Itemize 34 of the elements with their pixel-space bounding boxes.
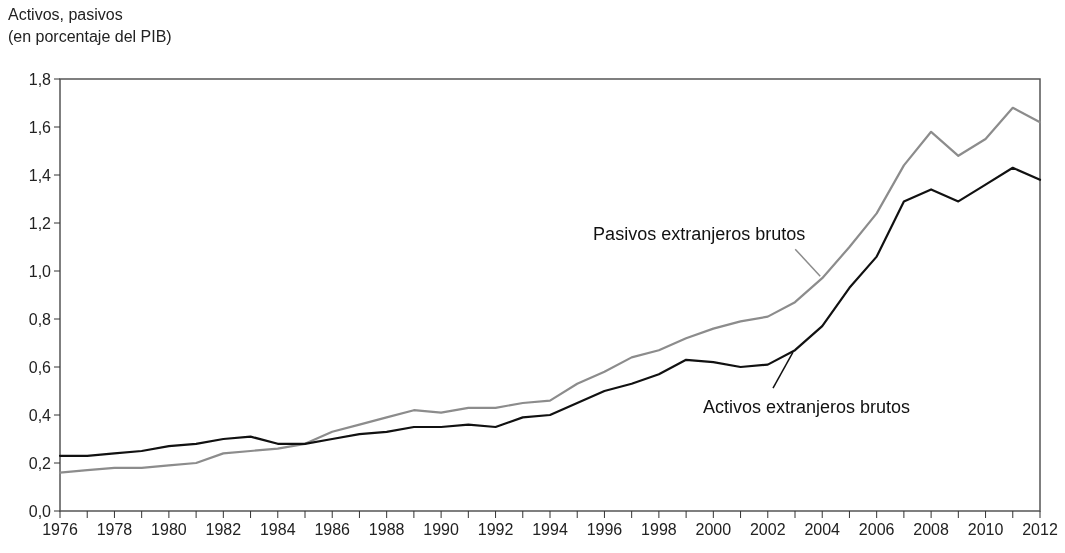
y-tick-label: 0,8: [28, 310, 52, 328]
y-tick-label: 1,2: [28, 214, 52, 232]
x-tick-label: 1992: [477, 521, 514, 538]
x-tick-label: 1990: [423, 521, 460, 538]
y-tick-label: 1,8: [28, 70, 52, 88]
y-tick-label: 0,2: [28, 454, 52, 472]
y-axis-title: Activos, pasivos (en porcentaje del PIB): [8, 6, 172, 45]
x-tick-label: 1982: [205, 521, 242, 538]
x-tick-label: 1978: [96, 521, 133, 538]
x-tick-label: 1980: [151, 521, 187, 538]
x-tick-label: 2012: [1022, 521, 1058, 538]
y-tick-label: 0,0: [28, 502, 52, 520]
x-tick-label: 1988: [368, 521, 405, 538]
x-tick-label: 2004: [804, 521, 841, 538]
x-tick-label: 2000: [695, 521, 732, 538]
x-tick-label: 1998: [641, 521, 677, 538]
x-tick-label: 1996: [586, 521, 623, 538]
line-series: [58, 106, 1042, 474]
x-tick-label: 2010: [967, 521, 1004, 538]
x-tick-label: 1976: [42, 521, 78, 538]
x-tick-label: 1994: [532, 521, 568, 538]
x-tick-label: 1986: [314, 521, 351, 538]
series-label: Pasivos extranjeros brutos: [593, 224, 806, 245]
x-tick-label: 2006: [858, 521, 895, 538]
y-tick-label: 1,0: [28, 262, 52, 280]
x-tick-label: 2002: [749, 521, 786, 538]
legend-label: Activos extranjeros brutos: [703, 397, 911, 418]
x-tick-label: 1984: [259, 521, 296, 538]
y-tick-label: 1,4: [28, 166, 52, 184]
y-tick-label: 0,4: [28, 406, 52, 424]
y-tick-label: 0,6: [28, 358, 52, 376]
y-tick-label: 1,6: [28, 118, 52, 136]
line-series: [58, 166, 1042, 457]
x-tick-label: 2008: [913, 521, 950, 538]
